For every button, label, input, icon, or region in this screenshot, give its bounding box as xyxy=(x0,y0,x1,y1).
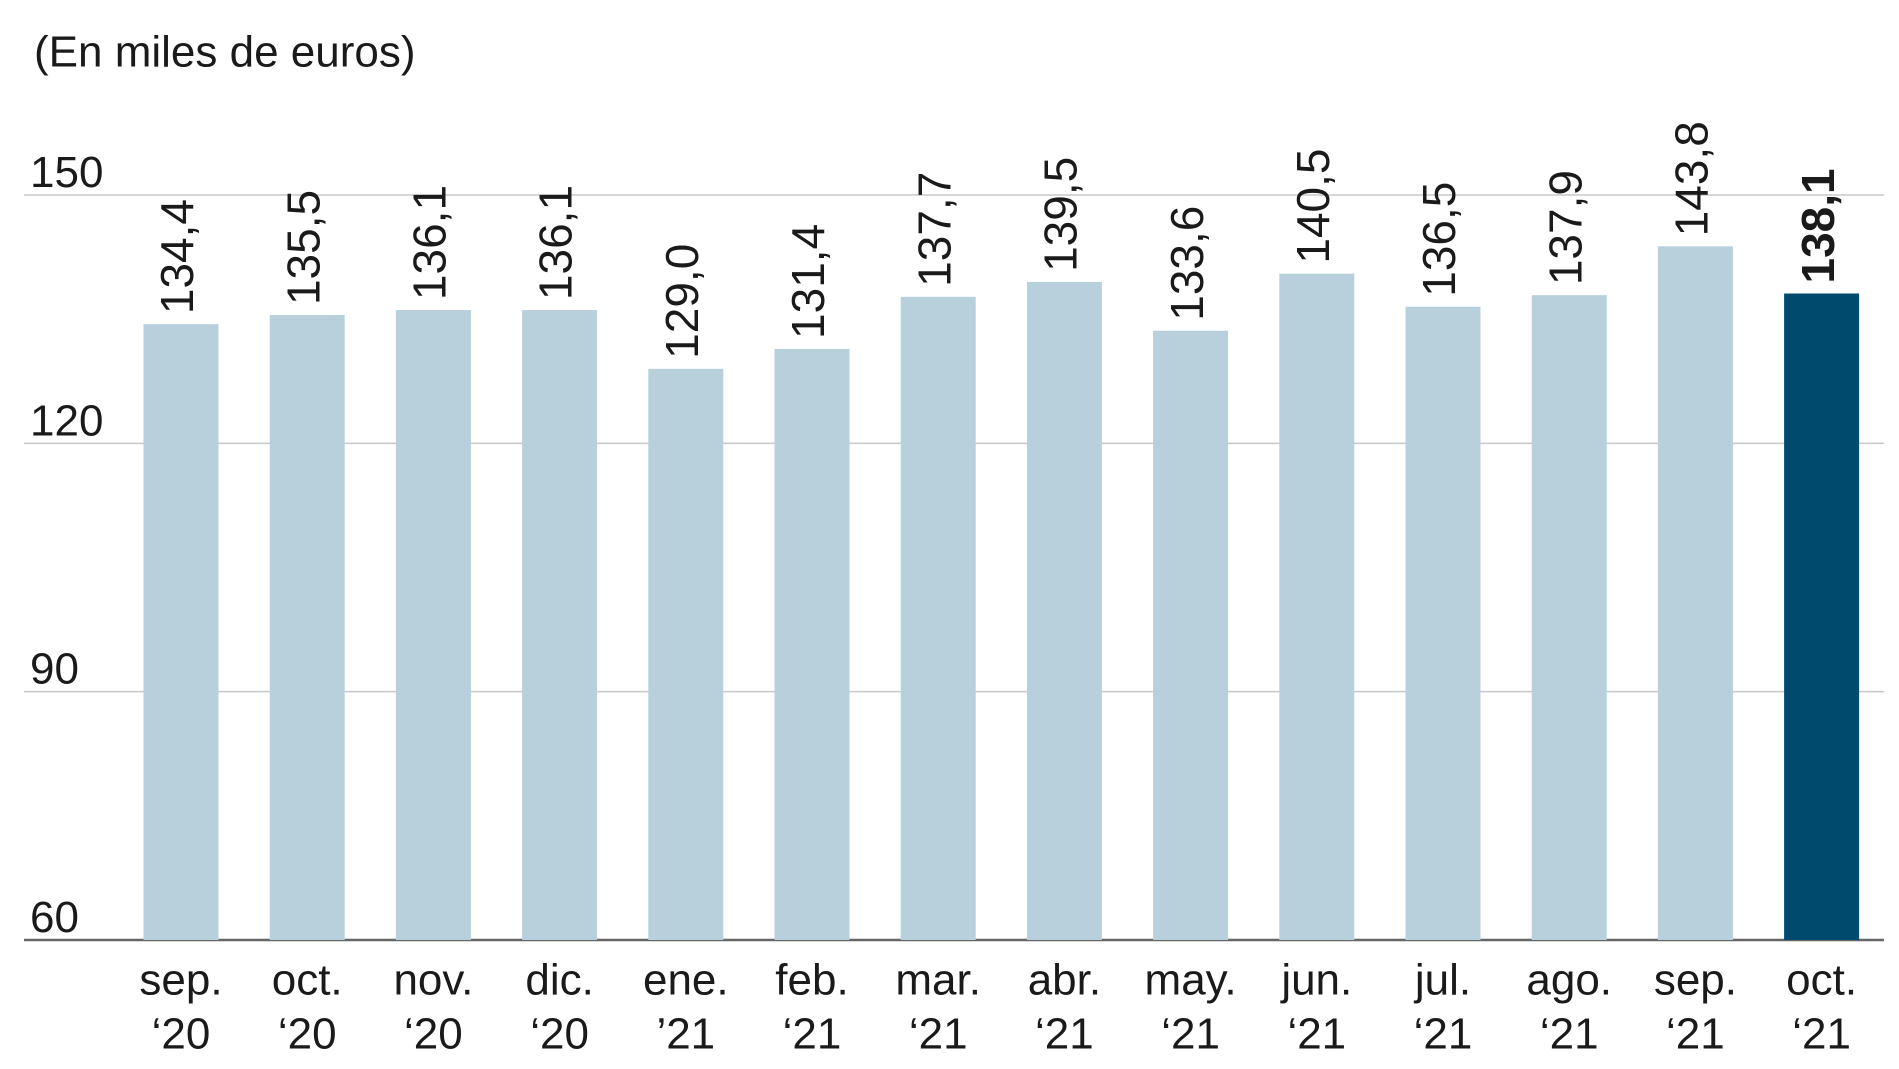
x-tick-label: ago. xyxy=(1526,956,1612,1005)
value-label: 129,0 xyxy=(656,244,708,359)
x-tick-label: feb. xyxy=(775,956,848,1005)
x-tick-label: ‘20 xyxy=(152,1010,211,1059)
value-label: 138,1 xyxy=(1792,168,1844,283)
value-label: 136,1 xyxy=(404,185,456,300)
x-tick-label: oct. xyxy=(1786,956,1857,1005)
y-tick-label: 120 xyxy=(30,396,103,445)
value-label: 134,4 xyxy=(151,199,203,314)
x-tick-label: may. xyxy=(1145,956,1237,1005)
x-tick-label: ‘21 xyxy=(1035,1010,1094,1059)
x-tick-label: ‘21 xyxy=(1792,1010,1851,1059)
y-tick-label: 90 xyxy=(30,645,79,694)
value-label: 139,5 xyxy=(1035,157,1087,272)
bar xyxy=(1784,293,1860,940)
x-tick-label: ‘21 xyxy=(1287,1010,1346,1059)
x-tick-label: ‘21 xyxy=(1540,1010,1599,1059)
x-tick-label: abr. xyxy=(1028,956,1101,1005)
bar xyxy=(1405,306,1481,940)
bar xyxy=(1153,330,1229,940)
bar xyxy=(1531,295,1607,940)
x-tick-label: ’21 xyxy=(656,1010,715,1059)
x-tick-label: mar. xyxy=(895,956,981,1005)
x-tick-label: ‘20 xyxy=(404,1010,463,1059)
x-tick-label: ‘21 xyxy=(1666,1010,1725,1059)
x-tick-label: nov. xyxy=(393,956,473,1005)
x-tick-label: dic. xyxy=(525,956,593,1005)
x-tick-label: jun. xyxy=(1279,956,1352,1005)
value-label: 131,4 xyxy=(782,224,834,339)
x-tick-label: ‘21 xyxy=(909,1010,968,1059)
bar xyxy=(1026,281,1102,941)
x-tick-label: sep. xyxy=(1654,956,1737,1005)
x-tick-label: ‘21 xyxy=(1414,1010,1473,1059)
chart-subtitle: (En miles de euros) xyxy=(34,28,415,77)
bar xyxy=(900,296,976,941)
value-label: 133,6 xyxy=(1161,206,1213,321)
bar xyxy=(648,368,724,940)
bar xyxy=(143,324,219,941)
value-label: 140,5 xyxy=(1287,149,1339,264)
bar xyxy=(395,310,471,940)
x-tick-label: ‘20 xyxy=(278,1010,337,1059)
x-tick-label: sep. xyxy=(139,956,222,1005)
bar xyxy=(522,310,598,940)
value-label: 137,7 xyxy=(908,172,960,287)
value-label: 137,9 xyxy=(1539,170,1591,285)
x-tick-label: ‘21 xyxy=(783,1010,842,1059)
x-tick-label: ‘21 xyxy=(1161,1010,1220,1059)
bar xyxy=(774,348,850,940)
bar xyxy=(269,315,345,940)
y-tick-label: 60 xyxy=(30,893,79,942)
value-label: 136,5 xyxy=(1413,182,1465,297)
bar xyxy=(1279,273,1355,940)
x-tick-label: oct. xyxy=(272,956,343,1005)
bar xyxy=(1657,246,1733,941)
value-label: 136,1 xyxy=(530,185,582,300)
x-tick-label: ‘20 xyxy=(530,1010,589,1059)
value-label: 143,8 xyxy=(1666,121,1718,236)
x-tick-label: jul. xyxy=(1413,956,1471,1005)
x-tick-label: ene. xyxy=(643,956,729,1005)
value-label: 135,5 xyxy=(277,190,329,305)
y-tick-label: 150 xyxy=(30,148,103,197)
